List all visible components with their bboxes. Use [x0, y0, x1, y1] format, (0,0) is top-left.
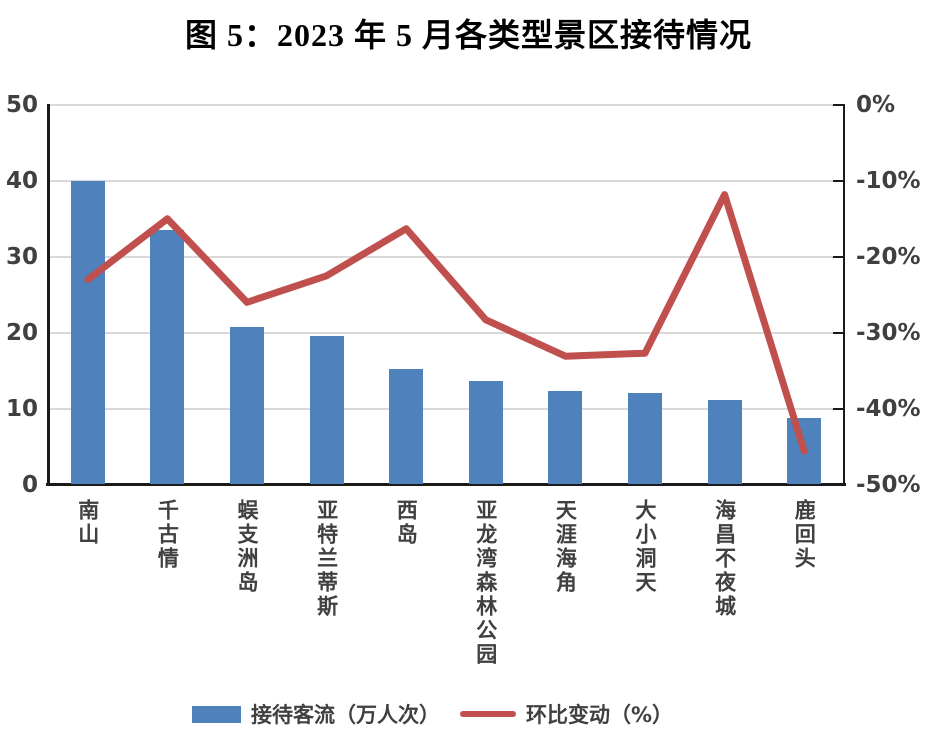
- legend: 接待客流（万人次） 环比变动（%）: [0, 699, 901, 729]
- legend-bar-swatch: [191, 705, 241, 723]
- bar-蜈支洲岛: [230, 327, 264, 485]
- bar-大小洞天: [628, 393, 662, 485]
- legend-bar-label: 接待客流（万人次）: [250, 703, 440, 727]
- bar-亚特兰蒂斯: [309, 335, 344, 485]
- bar-亚龙湾森林公园: [468, 380, 503, 485]
- category-label: 西岛: [394, 498, 419, 547]
- legend-line-label: 环比变动（%）: [525, 703, 674, 727]
- right-axis-tick-label: -40%: [856, 395, 921, 422]
- left-axis-tick-label: 30: [5, 243, 38, 270]
- left-axis-tick-label: 0: [21, 471, 38, 498]
- gridline: [48, 179, 844, 182]
- right-axis-tick-mark: [833, 483, 844, 486]
- category-label: 海昌不夜城: [712, 498, 737, 619]
- bar-鹿回头: [787, 417, 822, 485]
- right-axis-tick-mark: [833, 255, 844, 258]
- category-label: 千古情: [155, 498, 180, 571]
- right-axis-tick-mark: [833, 179, 844, 182]
- left-axis-tick-label: 50: [5, 92, 38, 118]
- category-label: 南山: [75, 498, 100, 547]
- left-axis-tick-label: 40: [5, 167, 38, 194]
- right-axis-tick-label: -20%: [856, 243, 921, 270]
- right-axis-tick-mark: [833, 104, 844, 106]
- left-axis-tick-label: 10: [5, 395, 38, 422]
- right-axis-tick-mark: [833, 407, 844, 410]
- chart-title: 图 5：2023 年 5 月各类型景区接待情况: [184, 17, 752, 53]
- right-axis-tick-label: -30%: [856, 319, 921, 346]
- right-axis-tick-label: -50%: [856, 471, 921, 498]
- right-axis-tick-label: -10%: [856, 167, 921, 194]
- category-label: 大小洞天: [633, 498, 657, 595]
- bar-南山: [70, 180, 105, 485]
- y-axis-left: [46, 104, 50, 486]
- left-axis-tick-label: 20: [5, 319, 38, 346]
- trend-line: [84, 191, 808, 455]
- x-axis: [46, 483, 846, 486]
- bar-天涯海角: [548, 391, 583, 485]
- bar-西岛: [389, 369, 424, 485]
- legend-line-swatch: [459, 711, 516, 717]
- category-label: 亚龙湾森林公园: [473, 498, 498, 667]
- bar-海昌不夜城: [707, 400, 742, 485]
- category-label: 天涯海角: [553, 498, 578, 595]
- bar-千古情: [150, 230, 185, 485]
- right-axis-tick-label: 0%: [856, 92, 896, 118]
- gridline: [48, 104, 844, 106]
- category-label: 鹿回头: [792, 498, 817, 571]
- right-axis-tick-mark: [833, 331, 844, 334]
- y-axis-right: [843, 104, 845, 486]
- category-label: 蜈支洲岛: [235, 498, 259, 595]
- category-label: 亚特兰蒂斯: [314, 498, 339, 619]
